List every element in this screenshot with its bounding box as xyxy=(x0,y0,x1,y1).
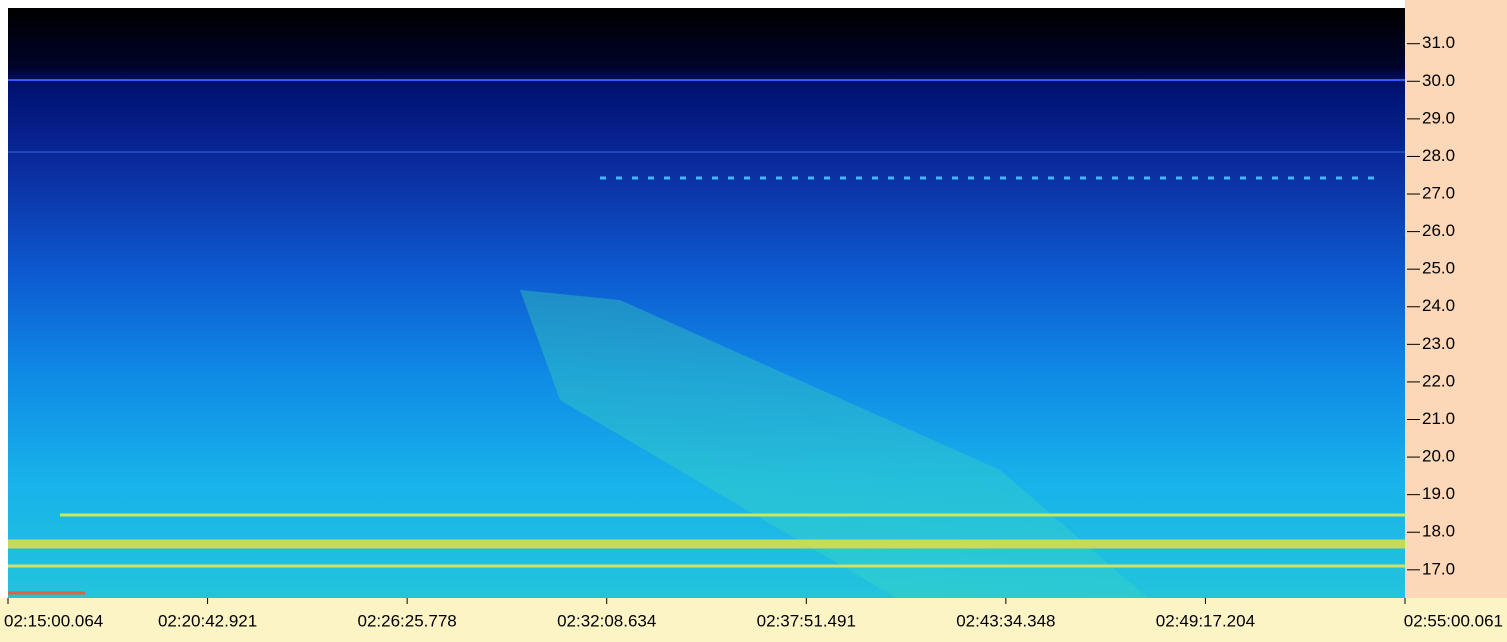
x-tick-label: 02:49:17.204 xyxy=(1156,611,1255,630)
x-tick-label: 02:37:51.491 xyxy=(757,611,856,630)
x-tick-label: 02:32:08.634 xyxy=(557,611,656,630)
y-axis-panel xyxy=(1405,0,1507,598)
y-tick-label: 24.0 xyxy=(1422,296,1455,315)
y-tick-label: 18.0 xyxy=(1422,522,1455,541)
x-tick-label: 02:15:00.064 xyxy=(4,611,103,630)
y-tick-label: 28.0 xyxy=(1422,146,1455,165)
y-tick-label: 19.0 xyxy=(1422,484,1455,503)
x-axis-panel xyxy=(0,598,1507,642)
y-tick-label: 22.0 xyxy=(1422,371,1455,390)
title-strip xyxy=(0,0,1507,8)
y-tick-label: 20.0 xyxy=(1422,447,1455,466)
y-tick-label: 27.0 xyxy=(1422,184,1455,203)
y-tick-label: 23.0 xyxy=(1422,334,1455,353)
spectrogram xyxy=(8,8,1405,598)
x-tick-label: 02:26:25.778 xyxy=(358,611,457,630)
y-tick-label: 29.0 xyxy=(1422,108,1455,127)
x-tick-label: 02:20:42.921 xyxy=(158,611,257,630)
y-tick-label: 17.0 xyxy=(1422,559,1455,578)
y-tick-label: 31.0 xyxy=(1422,33,1455,52)
x-tick-label: 02:43:34.348 xyxy=(956,611,1055,630)
x-tick-label: 02:55:00.061 xyxy=(1404,611,1503,630)
y-tick-label: 26.0 xyxy=(1422,221,1455,240)
y-tick-label: 21.0 xyxy=(1422,409,1455,428)
axes: 17.0 18.0 19.0 20.0 21.0 22.0 23.0 24.0 25.0 26.0… xyxy=(4,33,1503,630)
emission-streak xyxy=(520,290,1150,600)
y-tick-label: 25.0 xyxy=(1422,259,1455,278)
y-tick-label: 30.0 xyxy=(1422,71,1455,90)
